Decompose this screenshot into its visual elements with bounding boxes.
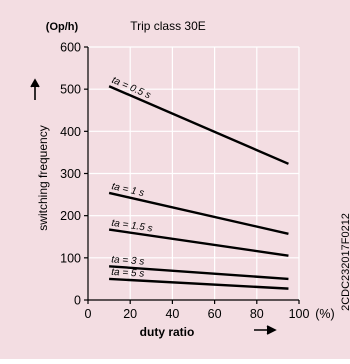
x-tick-label: 80	[250, 307, 264, 321]
x-tick-label: 40	[165, 307, 179, 321]
y-tick-label: 400	[60, 125, 81, 139]
series-label: ta = 3 s	[111, 254, 145, 267]
y-unit-label: (Op/h)	[46, 21, 79, 33]
chart-title: Trip class 30E	[130, 19, 206, 33]
x-tick-label: 0	[85, 307, 92, 321]
axes	[84, 46, 300, 304]
series-line	[108, 228, 289, 257]
y-tick-label: 0	[74, 294, 81, 308]
y-tick-label: 500	[60, 83, 81, 97]
series-label: ta = 5 s	[111, 267, 145, 280]
y-tick-label: 200	[60, 209, 81, 223]
series-line	[108, 85, 289, 165]
up-arrow-icon	[30, 78, 40, 100]
x-axis-title: duty ratio	[140, 325, 195, 339]
y-tick-label: 100	[60, 251, 81, 265]
x-tick-label: 100	[289, 307, 310, 321]
series-line	[108, 191, 289, 235]
series-line	[109, 265, 289, 281]
y-tick-label: 600	[60, 41, 81, 55]
y-tick-label: 300	[60, 167, 81, 181]
x-unit-label: (%)	[315, 307, 334, 321]
x-tick-label: 60	[208, 307, 222, 321]
grid	[88, 46, 300, 300]
watermark-code: 2CDC232017F0212	[340, 213, 350, 311]
x-tick-label: 20	[123, 307, 137, 321]
series-lines	[108, 85, 289, 290]
axis-arrows	[30, 78, 277, 335]
labels: Trip class 30E (Op/h) switching frequenc…	[36, 19, 350, 339]
y-axis-title: switching frequency	[36, 125, 50, 230]
series-line	[109, 277, 289, 290]
right-arrow-icon	[254, 325, 277, 335]
